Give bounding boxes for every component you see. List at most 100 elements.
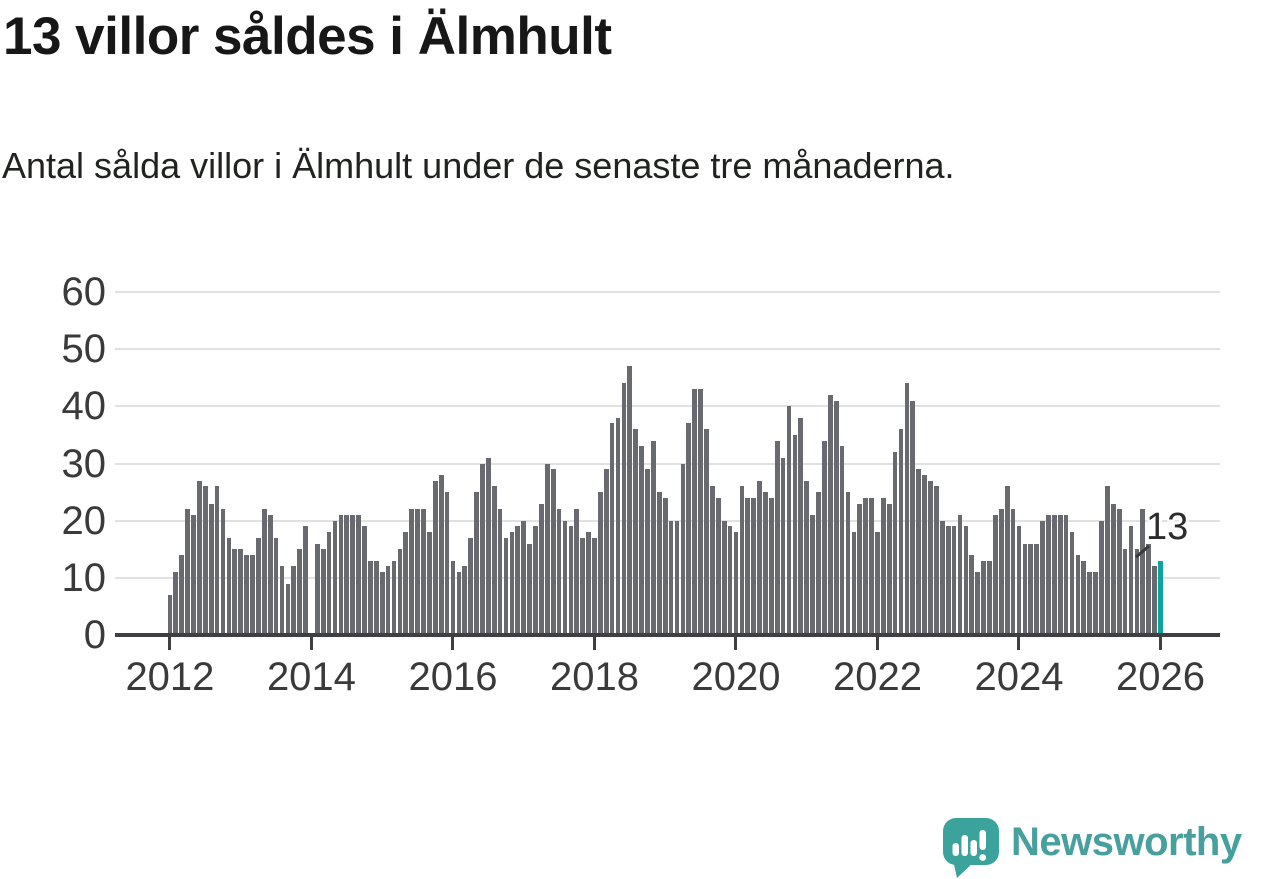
bar <box>244 554 249 635</box>
bar <box>226 537 232 635</box>
bar <box>1046 514 1051 635</box>
x-axis-tick <box>168 637 172 650</box>
bar <box>645 469 650 635</box>
bar <box>432 480 438 635</box>
bar <box>609 423 615 635</box>
bar <box>185 509 190 635</box>
bar <box>975 572 981 635</box>
bar <box>362 526 367 635</box>
highlighted-bar <box>1158 560 1163 635</box>
bar <box>485 457 491 635</box>
bar <box>550 469 556 635</box>
bar <box>1004 486 1010 635</box>
bar <box>468 537 473 635</box>
bar <box>1146 543 1152 635</box>
bar <box>574 509 580 635</box>
bar <box>768 497 774 635</box>
bar <box>780 457 786 635</box>
bar <box>456 572 462 635</box>
bar <box>757 480 762 635</box>
bar <box>521 520 527 635</box>
x-axis-tick <box>309 637 313 650</box>
bar <box>639 446 644 635</box>
bar <box>1093 572 1098 635</box>
y-axis-tick-label: 60 <box>61 270 107 314</box>
bar <box>739 486 745 635</box>
bar <box>450 560 456 635</box>
x-axis-tick-label: 2024 <box>974 655 1064 699</box>
x-axis-tick-label: 2014 <box>266 655 356 699</box>
bar <box>774 440 780 635</box>
bar <box>297 549 302 635</box>
bar <box>928 480 933 635</box>
bar <box>544 463 550 635</box>
bar <box>881 497 886 635</box>
bar <box>179 554 185 635</box>
chart-subtitle: Antal sålda villor i Älmhult under de se… <box>2 145 955 186</box>
x-axis-tick <box>1017 637 1021 650</box>
bar <box>379 572 385 635</box>
bar <box>350 514 356 635</box>
bar <box>344 514 350 635</box>
bar <box>232 549 238 635</box>
bar <box>497 509 503 635</box>
bar <box>851 532 857 635</box>
x-axis-tick-label: 2012 <box>125 655 215 699</box>
bar <box>615 417 621 635</box>
bar <box>326 532 332 635</box>
bar <box>1081 560 1087 635</box>
bar <box>674 520 680 635</box>
bar <box>721 520 727 635</box>
page-title: 13 villor såldes i Älmhult <box>3 7 612 66</box>
bar <box>804 480 810 635</box>
bar <box>509 532 515 635</box>
x-axis-tick-label: 2020 <box>691 655 781 699</box>
bar <box>668 520 674 635</box>
bar <box>1128 526 1134 635</box>
bar <box>904 383 910 635</box>
bar <box>1116 509 1122 635</box>
bar <box>981 560 986 635</box>
bar <box>1016 526 1022 635</box>
bar <box>886 503 892 635</box>
bar <box>763 492 768 635</box>
bar <box>385 566 391 635</box>
bar <box>191 514 196 635</box>
newsworthy-logo-text: Newsworthy <box>1011 820 1242 864</box>
gridline <box>115 462 1220 465</box>
bar <box>397 549 403 635</box>
bar <box>261 509 267 635</box>
bar <box>839 446 845 635</box>
bar <box>869 497 874 635</box>
bar <box>1022 543 1028 635</box>
y-axis-tick-label: 30 <box>61 441 107 486</box>
bar <box>1110 503 1116 635</box>
bar <box>875 532 880 635</box>
bar <box>503 537 509 635</box>
bar <box>1040 520 1045 635</box>
bar <box>409 509 415 635</box>
bar <box>857 503 863 635</box>
x-axis-tick-label: 2026 <box>1115 655 1205 699</box>
bar <box>710 486 715 635</box>
bar <box>845 492 851 635</box>
bar <box>1051 514 1057 635</box>
bar <box>427 532 432 635</box>
bar <box>1140 509 1146 635</box>
bar <box>892 452 898 635</box>
bar <box>745 497 751 635</box>
bar <box>1028 543 1034 635</box>
x-axis-line <box>115 633 1220 637</box>
bar <box>1134 549 1140 635</box>
bar <box>945 526 951 635</box>
bar <box>1152 566 1157 635</box>
bar <box>338 514 344 635</box>
bar <box>651 440 656 635</box>
bar <box>586 532 591 635</box>
bar <box>373 560 379 635</box>
bar <box>715 497 721 635</box>
bar <box>922 474 927 635</box>
bar <box>533 526 538 635</box>
